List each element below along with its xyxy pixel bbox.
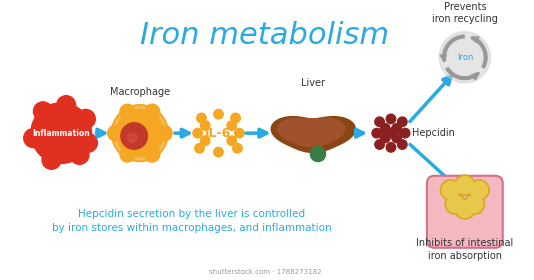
Text: Hepcidin secretion by the liver is controlled
by iron stores within macrophages,: Hepcidin secretion by the liver is contr… [52,209,332,233]
Circle shape [375,117,384,127]
Circle shape [457,200,473,218]
Circle shape [392,133,402,143]
Text: Prevents
iron recycling: Prevents iron recycling [432,2,498,24]
Text: Inhibits of intestinal
iron absorption: Inhibits of intestinal iron absorption [416,239,514,261]
Circle shape [386,114,396,124]
Polygon shape [271,117,355,152]
Circle shape [116,109,163,157]
Circle shape [23,129,43,148]
Circle shape [76,109,95,129]
Text: Iron metabolism: Iron metabolism [140,21,389,50]
Circle shape [375,140,384,149]
Circle shape [386,129,396,138]
Circle shape [233,144,242,153]
Circle shape [310,146,326,162]
Circle shape [200,136,210,145]
Circle shape [231,113,240,123]
Circle shape [470,181,488,199]
Circle shape [145,147,160,162]
Text: shutterstock.com · 1788273182: shutterstock.com · 1788273182 [209,269,321,276]
Circle shape [227,136,237,145]
Circle shape [195,144,205,153]
Circle shape [381,133,390,143]
Circle shape [214,109,223,119]
Text: Liver: Liver [301,78,325,88]
Circle shape [227,121,237,130]
Circle shape [398,117,407,127]
Circle shape [466,196,483,213]
Circle shape [457,177,473,194]
FancyBboxPatch shape [427,176,502,248]
Circle shape [381,124,390,133]
Circle shape [112,105,168,162]
Text: Hepcidin: Hepcidin [412,128,454,138]
Circle shape [400,129,410,138]
Circle shape [193,129,202,138]
Circle shape [197,113,206,123]
Circle shape [442,181,459,199]
Circle shape [42,150,61,169]
Text: Inflammation: Inflammation [33,129,90,138]
Text: IL-6: IL-6 [206,127,232,140]
Circle shape [31,103,91,164]
Circle shape [200,121,210,130]
Circle shape [120,147,135,162]
Circle shape [57,96,76,115]
Circle shape [120,104,135,119]
Circle shape [128,133,137,143]
Circle shape [121,123,147,149]
Text: Iron: Iron [457,53,473,62]
Circle shape [108,125,123,141]
Polygon shape [278,118,345,146]
Circle shape [157,125,172,141]
Circle shape [439,32,490,83]
Circle shape [372,129,381,138]
Circle shape [78,133,97,152]
Circle shape [386,143,396,152]
Circle shape [447,196,464,213]
Circle shape [113,107,167,160]
Circle shape [214,147,223,157]
Circle shape [34,102,52,121]
Circle shape [234,129,244,138]
Circle shape [392,124,402,133]
Circle shape [145,104,160,119]
Circle shape [398,140,407,149]
Circle shape [70,145,89,164]
Text: Macrophage: Macrophage [110,87,170,97]
